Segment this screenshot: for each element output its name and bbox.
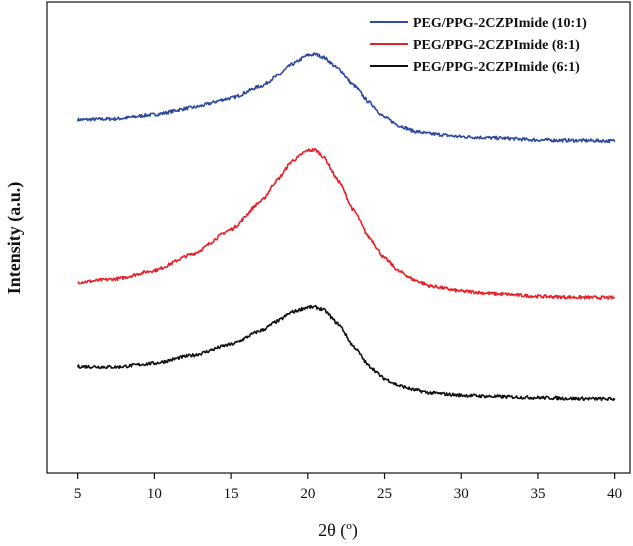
plot-frame (46, 1, 631, 474)
series-line (76, 52, 616, 144)
x-tick-label: 15 (224, 486, 239, 502)
x-axis-label: 2θ (º) (318, 520, 358, 541)
x-tick-label: 20 (300, 486, 315, 502)
x-tick-label: 40 (607, 486, 622, 502)
legend-label: PEG/PPG-2CZPImide (8:1) (413, 38, 580, 53)
x-tick-label: 10 (147, 486, 162, 502)
series-line (76, 304, 616, 402)
legend: PEG/PPG-2CZPImide (10:1) PEG/PPG-2CZPImid… (370, 16, 587, 75)
y-axis-label: Intensity (a.u.) (4, 182, 25, 295)
series-layer (76, 52, 616, 402)
legend-label: PEG/PPG-2CZPImide (10:1) (413, 16, 587, 31)
series-line (77, 147, 616, 301)
legend-label: PEG/PPG-2CZPImide (6:1) (413, 60, 580, 75)
x-tick-label: 35 (530, 486, 545, 502)
x-tick-label: 30 (454, 486, 469, 502)
x-tick-label: 25 (377, 486, 392, 502)
x-axis-ticks: 5 10 15 20 25 30 35 40 (74, 473, 622, 502)
x-tick-label: 5 (74, 486, 82, 502)
